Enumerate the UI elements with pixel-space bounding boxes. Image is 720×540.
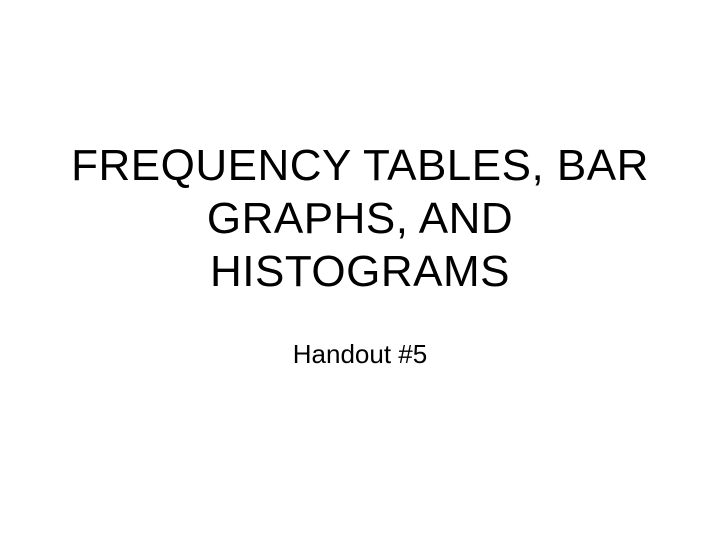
slide-content: FREQUENCY TABLES, BAR GRAPHS, AND HISTOG… [0, 140, 720, 369]
slide-subtitle: Handout #5 [60, 339, 660, 370]
slide-title: FREQUENCY TABLES, BAR GRAPHS, AND HISTOG… [60, 140, 660, 298]
